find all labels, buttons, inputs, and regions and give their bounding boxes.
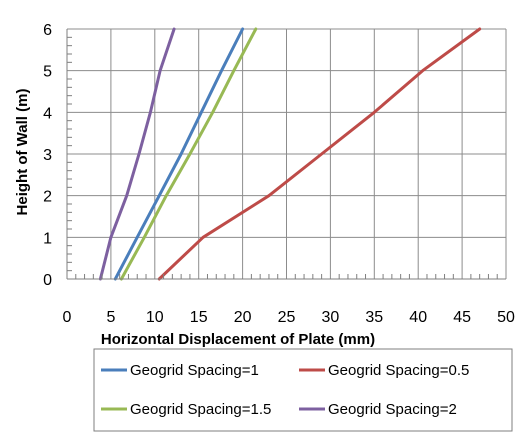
x-tick-label: 20 [234, 309, 252, 326]
y-tick-label: 3 [43, 147, 52, 164]
x-tick-label: 30 [322, 309, 340, 326]
series-line-3 [119, 27, 258, 281]
x-tick-label: 5 [106, 309, 115, 326]
y-tick-label: 5 [43, 64, 52, 81]
axes [66, 29, 506, 280]
y-axis-title: Height of Wall (m) [14, 89, 31, 216]
y-tick-label: 4 [43, 105, 52, 122]
legend-label-1: Geogrid Spacing=1 [130, 362, 259, 379]
x-tick-label: 35 [365, 309, 383, 326]
x-tick-label: 10 [146, 309, 164, 326]
series-line-2 [157, 27, 482, 281]
gridlines [66, 28, 507, 280]
series-line-4 [98, 27, 176, 281]
x-tick-label: 15 [190, 309, 208, 326]
x-tick-label: 25 [278, 309, 296, 326]
legend-label-3: Geogrid Spacing=1.5 [130, 401, 271, 418]
legend: Geogrid Spacing=1 Geogrid Spacing=0.5 Geog… [93, 348, 513, 432]
x-tick-label: 40 [409, 309, 427, 326]
y-tick-label: 0 [43, 272, 52, 289]
x-axis-title: Horizontal Displacement of Plate (mm) [101, 331, 375, 348]
series-line-1 [113, 27, 245, 281]
y-tick-label: 1 [43, 230, 52, 247]
series-lines [98, 27, 482, 281]
x-tick-label: 50 [497, 309, 515, 326]
legend-label-4: Geogrid Spacing=2 [328, 401, 457, 418]
x-tick-label: 0 [63, 309, 72, 326]
legend-label-2: Geogrid Spacing=0.5 [328, 362, 469, 379]
y-tick-label: 2 [43, 189, 52, 206]
x-tick-label: 45 [453, 309, 471, 326]
y-tick-label: 6 [43, 22, 52, 39]
legend-box [93, 348, 513, 432]
